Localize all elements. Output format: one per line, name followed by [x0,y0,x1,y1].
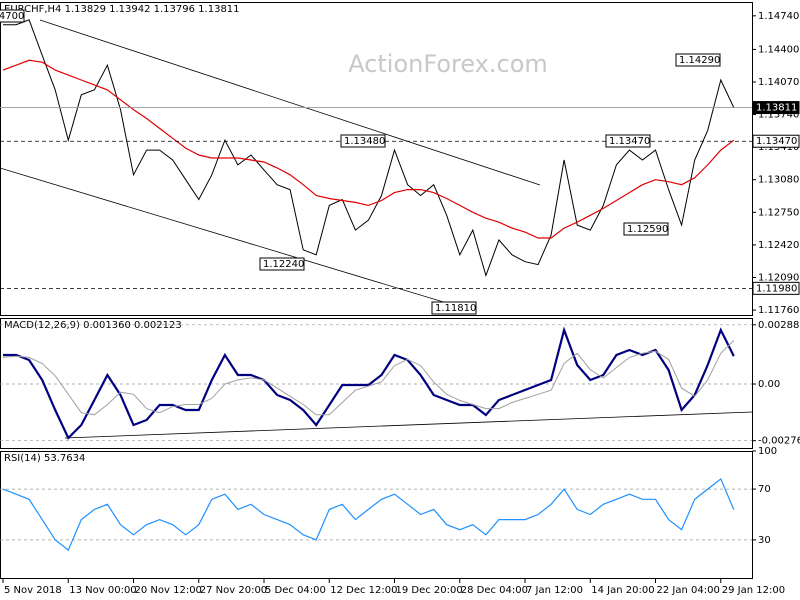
y-tick-label: 1.12090 [758,272,799,283]
x-tick-label: 7 Jan 12:00 [526,585,583,596]
annotation-box [259,257,305,271]
y-tick-label: 1.14400 [758,44,799,55]
annotation-box [431,301,477,315]
macd-title: MACD(12,26,9) 0.001360 0.002123 [4,320,182,331]
x-tick-label: 12 Dec 12:00 [330,585,397,596]
y-tick-label: 0.00 [758,379,780,390]
annotation: 1.13480 [344,136,385,147]
annotation: 1.14290 [679,55,720,66]
macd-panel [0,318,753,449]
price-label-box [752,134,800,148]
macd-trendline [64,411,753,439]
series-line [3,326,735,440]
y-tick-label: 70 [758,484,771,495]
x-tick-label: 13 Nov 00:00 [69,585,136,596]
y-tick-label: 1.14740 [758,11,799,22]
y-tick-label: 0.002887 [758,320,800,331]
x-tick-label: 22 Jan 04:00 [657,585,720,596]
series-line [2,340,735,416]
channel-lower [0,167,471,311]
x-tick-label: 19 Dec 20:00 [396,585,463,596]
series-line [2,477,735,552]
price-label: 1.11980 [756,283,797,294]
annotation: 1.12590 [627,224,668,235]
annotation: 1.14700 [0,11,24,22]
chart-title: EURCHF,H4 1.13829 1.13942 1.13796 1.1381… [4,4,240,15]
rsi-title: RSI(14) 53.7634 [4,453,85,464]
annotation: 1.11810 [435,303,476,314]
price-panel [0,2,753,316]
series-line [2,59,735,239]
annotation-box [340,134,386,148]
rsi-panel [0,451,753,579]
annotation: 1.12240 [263,259,304,270]
price-label-box [752,101,800,115]
annotation-box [0,9,25,23]
x-tick-label: 28 Dec 04:00 [461,585,528,596]
watermark: ActionForex.com [348,50,548,78]
channel-upper [39,19,541,186]
x-tick-label: 5 Dec 04:00 [265,585,326,596]
x-tick-label: 20 Nov 12:00 [135,585,202,596]
y-tick-label: 100 [758,446,777,457]
price-label: 1.13811 [756,103,797,114]
x-tick-label: 14 Jan 20:00 [591,585,654,596]
price-label-box [752,281,800,295]
annotation: 1.13470 [609,136,650,147]
y-tick-label: 1.14070 [758,77,799,88]
y-tick-label: 1.13080 [758,175,799,186]
y-tick-label: -0.002764 [758,436,800,447]
x-tick-label: 27 Nov 20:00 [200,585,267,596]
x-tick-label: 29 Jan 12:00 [722,585,785,596]
y-tick-label: 30 [758,535,771,546]
y-tick-label: 1.12750 [758,207,799,218]
x-tick-label: 5 Nov 2018 [4,585,62,596]
annotation-box [675,53,721,67]
price-label: 1.13470 [756,136,797,147]
y-tick-label: 1.13740 [758,110,799,121]
annotation-box [623,222,669,236]
annotation-box [605,134,651,148]
y-tick-label: 1.11760 [758,305,799,316]
y-tick-label: 1.12420 [758,240,799,251]
series-line [3,19,735,278]
